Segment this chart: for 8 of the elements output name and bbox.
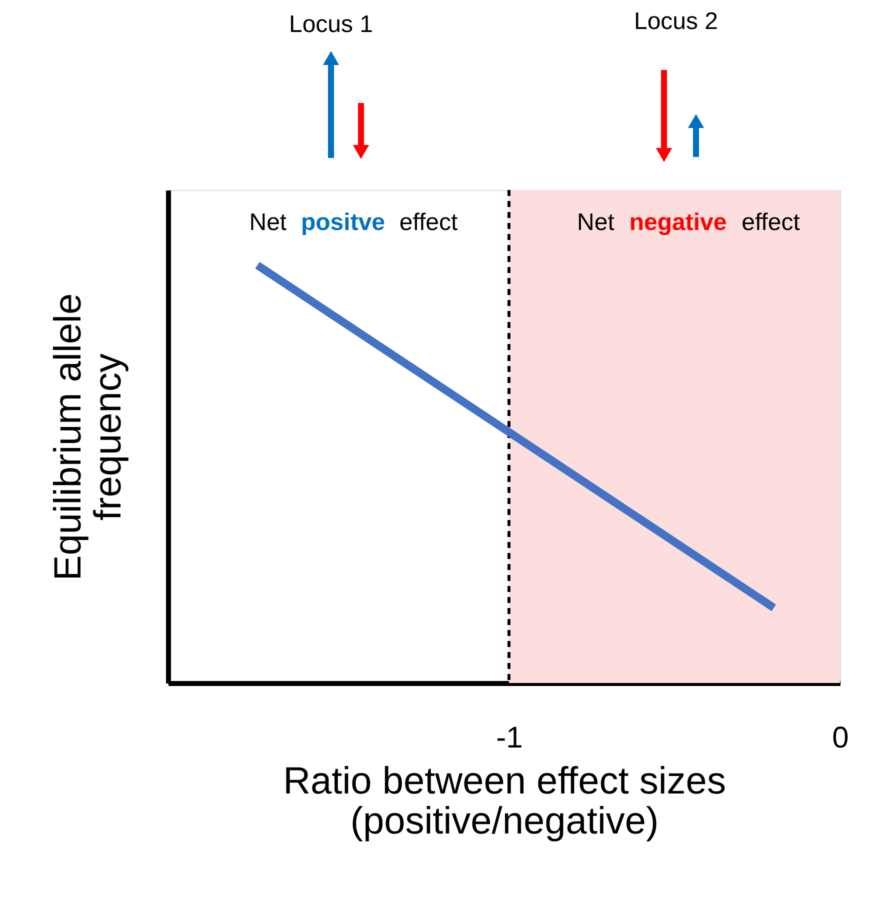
y-axis-title: Equilibrium allele frequency <box>48 293 130 581</box>
x-axis-title: Ratio between effect sizes (positive/negative) <box>283 760 726 842</box>
x-tick-label: -1 <box>496 722 523 754</box>
text: Net positve effect <box>249 209 458 236</box>
x-tick-label: 0 <box>832 722 849 754</box>
text: Locus 2 <box>634 8 718 35</box>
text: Net negative effect <box>577 209 800 236</box>
text: Locus 1 <box>288 11 374 38</box>
